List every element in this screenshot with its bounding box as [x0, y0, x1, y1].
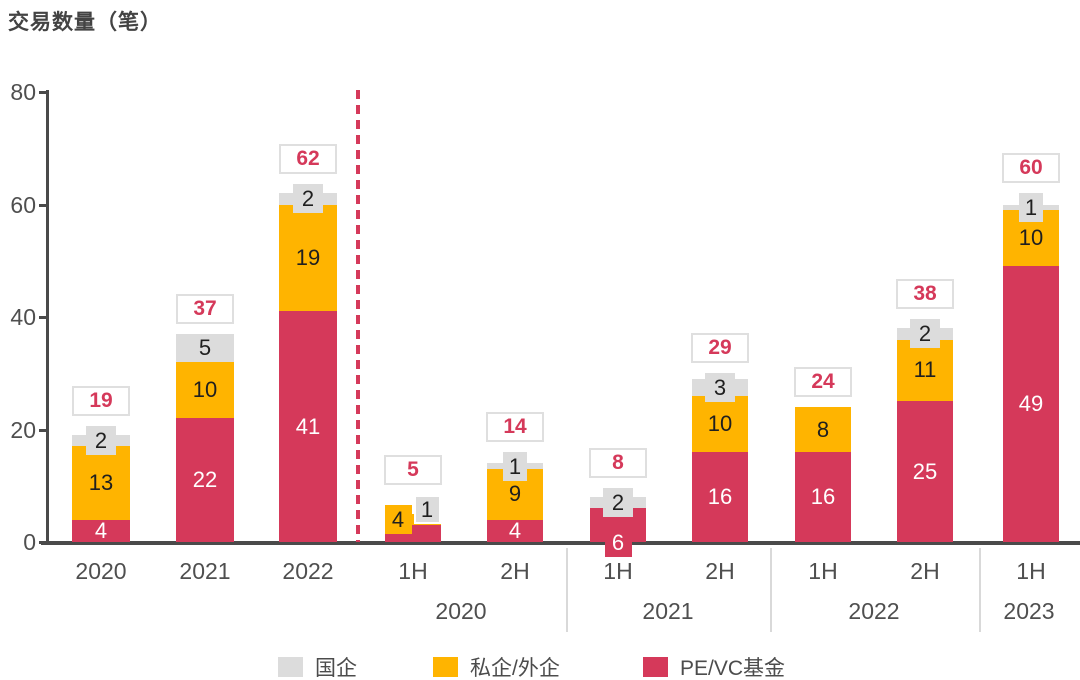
total-label: 62 — [279, 144, 337, 175]
x-group-label: 2022 — [848, 598, 900, 624]
x-tick-label: 1H — [1016, 558, 1046, 584]
segment-value-label: 16 — [707, 484, 733, 509]
bar-segment-pevc — [795, 452, 851, 542]
segment-value-label: 25 — [912, 458, 938, 484]
segment-value-tab: 2 — [910, 319, 940, 349]
bar-segment-pf — [279, 204, 337, 312]
x-tick-label: 1H — [808, 558, 838, 584]
segment-value-label: 9 — [508, 481, 522, 507]
x-tick-label: 2022 — [282, 558, 334, 584]
segment-value-tab: 3 — [705, 372, 735, 402]
legend-swatch-soe — [278, 657, 303, 677]
y-axis-tick — [39, 91, 48, 94]
segment-value-tab: 1 — [503, 451, 527, 481]
bar-segment-pevc — [176, 418, 234, 542]
annual-halfyear-divider-line — [356, 90, 360, 542]
total-label: 38 — [896, 279, 954, 310]
y-tick-label: 40 — [10, 304, 36, 330]
legend-label: 国企 — [315, 657, 357, 680]
total-label: 5 — [384, 455, 442, 486]
segment-value-label: 13 — [88, 469, 114, 495]
segment-value-label: 11 — [913, 357, 937, 383]
total-label: 14 — [486, 411, 544, 442]
segment-value-label: 10 — [707, 410, 733, 436]
legend-label: 私企/外企 — [470, 657, 560, 680]
y-tick-label: 0 — [23, 529, 36, 555]
total-label: 19 — [72, 386, 130, 417]
bar-segment-pevc — [1003, 266, 1059, 542]
bar-segment-pf — [897, 339, 953, 402]
bar-segment-pf — [692, 395, 748, 452]
x-group-label: 2023 — [1003, 598, 1055, 624]
bar-segment-pf — [72, 446, 130, 520]
segment-value-label: 19 — [295, 244, 321, 270]
x-tick-label: 1H — [398, 558, 428, 584]
legend-item: 私企/外企 — [433, 652, 560, 680]
segment-value-label: 10 — [1018, 225, 1044, 251]
segment-value-tab: 2 — [603, 488, 633, 518]
segment-value-tab: 6 — [604, 527, 632, 557]
x-tick-label: 2H — [705, 558, 735, 584]
segment-value-label: 49 — [1018, 391, 1044, 417]
total-label: 8 — [589, 448, 647, 479]
group-separator — [979, 548, 981, 632]
y-tick-label: 60 — [10, 191, 36, 218]
y-axis-tick — [39, 428, 48, 432]
segment-value-label: 4 — [94, 517, 108, 543]
total-label: 29 — [691, 332, 749, 363]
bar-segment-pevc — [279, 311, 337, 542]
segment-value-label: 22 — [192, 467, 218, 493]
bar-segment-pevc — [72, 519, 130, 542]
segment-value-label: 5 — [198, 334, 212, 360]
y-axis-tick — [39, 203, 48, 207]
total-label: 24 — [794, 367, 852, 397]
bar-segment-pevc — [692, 452, 748, 542]
segment-value-tab: 1 — [1019, 192, 1043, 222]
total-label: 37 — [176, 293, 234, 324]
x-group-label: 2021 — [642, 598, 694, 624]
group-separator — [566, 548, 568, 632]
bar-segment-soe — [176, 333, 234, 362]
segment-value-tab: 2 — [86, 426, 116, 456]
segment-value-label: 41 — [295, 413, 321, 439]
chart-title: 交易数量（笔） — [8, 11, 162, 34]
y-tick-label: 20 — [10, 416, 36, 443]
x-tick-label: 2020 — [75, 558, 127, 584]
x-axis-line — [41, 541, 1080, 545]
x-tick-label: 2H — [500, 558, 530, 584]
segment-value-label: 8 — [816, 416, 830, 442]
legend-swatch-pf — [433, 657, 458, 677]
legend-swatch-pevc — [643, 657, 668, 677]
bar-segment-pevc — [487, 519, 543, 542]
segment-value-label: 16 — [810, 484, 836, 509]
segment-value-tab: 4 — [384, 505, 412, 534]
total-label: 60 — [1002, 152, 1060, 183]
segment-value-label: 10 — [192, 377, 218, 403]
x-tick-label: 2H — [910, 558, 940, 584]
y-axis-tick — [39, 541, 48, 544]
bar-segment-pf — [176, 362, 234, 419]
y-axis-tick — [39, 316, 48, 319]
x-group-label: 2020 — [435, 598, 487, 624]
legend-item: 国企 — [278, 652, 357, 680]
bar-segment-pf — [385, 513, 441, 526]
legend-label: PE/VC基金 — [680, 657, 786, 680]
bar-segment-pevc — [897, 401, 953, 542]
x-tick-label: 1H — [603, 558, 633, 584]
group-separator — [770, 548, 772, 632]
segment-value-tab: 2 — [293, 184, 323, 214]
segment-value-label: 4 — [508, 517, 522, 543]
x-tick-label: 2021 — [179, 558, 231, 584]
legend-item: PE/VC基金 — [643, 652, 785, 680]
segment-value-tab: 1 — [413, 495, 441, 525]
bar-segment-pf — [795, 407, 851, 452]
y-tick-label: 80 — [10, 79, 36, 105]
